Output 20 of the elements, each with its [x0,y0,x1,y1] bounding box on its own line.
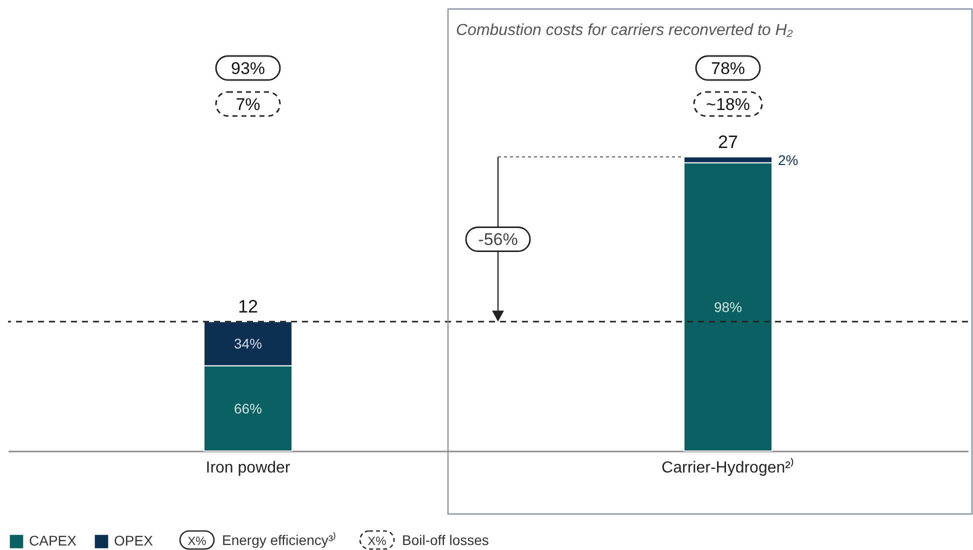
legend-label: OPEX [114,532,154,549]
annotation: 12 [238,296,258,317]
x-tick-label: Iron powder [206,460,291,476]
annotation: 66% [234,400,262,416]
annotation: -56% [478,230,518,250]
text: Energy efficiency³⁾ [222,532,336,548]
text: 93% [230,58,266,78]
text: Boil-off losses [402,532,489,548]
annotation: 2% [778,152,798,168]
text: 78% [710,58,746,78]
chart-title: Combustion costs for carriers reconverted to H₂ [456,22,793,39]
text: 7% [236,94,260,114]
annotation: 98% [714,298,742,315]
text: X% [188,534,207,548]
x-tick-label: Carrier-Hydrogen²⁾ [662,458,794,476]
annotation: 34% [234,336,262,352]
text: ~18% [706,94,750,114]
text: X% [368,534,387,548]
legend-label: CAPEX [29,532,78,549]
text: 27 [718,132,738,152]
